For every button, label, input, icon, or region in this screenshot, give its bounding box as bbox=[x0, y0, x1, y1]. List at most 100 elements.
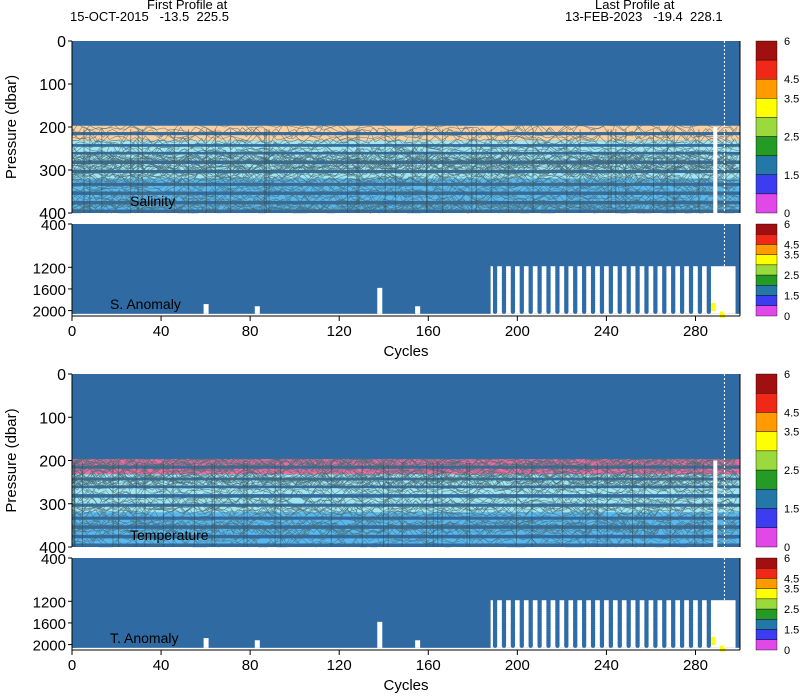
colorbar-cell bbox=[755, 136, 778, 156]
x-tick-label: 120 bbox=[327, 657, 352, 674]
color-band bbox=[72, 135, 740, 141]
anomaly-dot bbox=[528, 309, 533, 314]
color-band bbox=[72, 132, 740, 136]
y-tick-label: 1600 bbox=[33, 616, 66, 633]
colorbar-tick-label: 2.5 bbox=[784, 132, 799, 144]
no-data-notch bbox=[254, 306, 260, 314]
colorbar-tick-label: 3.5 bbox=[784, 93, 799, 105]
anomaly-dot bbox=[510, 309, 516, 314]
x-tick-label: 0 bbox=[68, 657, 76, 674]
x-tick-label: 280 bbox=[683, 323, 708, 340]
anomaly-dot bbox=[501, 643, 507, 648]
no-data-notch bbox=[203, 638, 209, 648]
anomaly-dot bbox=[599, 643, 605, 648]
contour-line bbox=[71, 465, 738, 480]
colorbar-cell bbox=[755, 527, 778, 548]
colorbar-tick-label: 6 bbox=[784, 553, 790, 565]
anomaly-dot bbox=[635, 643, 640, 648]
colorbar-0: 6 4.5 3.5 2.5 1.5 0 bbox=[755, 36, 799, 220]
x-tick-label: 160 bbox=[416, 323, 441, 340]
colorbar-cell bbox=[755, 117, 778, 137]
color-band bbox=[72, 194, 740, 201]
colorbar-tick-label: 3.5 bbox=[784, 427, 799, 439]
color-band bbox=[72, 534, 740, 539]
anomaly-dot bbox=[564, 643, 569, 648]
y-tick-label: 1200 bbox=[33, 594, 66, 611]
colorbar-tick-label: 2.5 bbox=[784, 604, 799, 616]
anomaly-dot bbox=[590, 643, 596, 648]
contour-line bbox=[71, 469, 740, 483]
contour-line bbox=[71, 464, 733, 477]
anomaly-dot bbox=[706, 309, 712, 314]
profile-step bbox=[72, 282, 77, 314]
colorbar-tick-label: 0 bbox=[784, 208, 790, 220]
colorbar-tick-label: 0 bbox=[784, 311, 790, 323]
contour-line bbox=[71, 199, 737, 214]
y-tick-label: 0 bbox=[57, 367, 66, 384]
colorbar-tick-label: 4.5 bbox=[784, 573, 799, 585]
no-data-notch bbox=[415, 640, 421, 648]
anomaly-dot bbox=[528, 643, 533, 648]
contour-line bbox=[71, 457, 736, 472]
contour-line bbox=[71, 124, 739, 138]
y-tick-label: 300 bbox=[39, 163, 66, 180]
contour-line bbox=[71, 517, 736, 531]
contour-line bbox=[71, 476, 733, 490]
contour-line bbox=[71, 511, 736, 525]
colorbar-cell bbox=[755, 274, 778, 286]
colorbar-cell bbox=[755, 264, 778, 276]
colorbar-cell bbox=[755, 578, 778, 589]
contour-line bbox=[71, 503, 734, 518]
first-profile-value: 15-OCT-2015 -13.5 225.5 bbox=[70, 9, 229, 24]
colorbar-cell bbox=[755, 469, 778, 490]
anomaly-dot bbox=[653, 643, 658, 648]
colorbar-cell bbox=[755, 295, 778, 306]
x-tick-label: 80 bbox=[242, 657, 259, 674]
anomaly-dot bbox=[510, 643, 516, 648]
y-tick-label: 400 bbox=[39, 540, 66, 557]
color-band bbox=[72, 538, 740, 544]
colorbar-cell bbox=[755, 489, 778, 509]
no-data-notch bbox=[254, 640, 260, 648]
y-tick-label: 200 bbox=[39, 120, 66, 137]
colorbar-cell bbox=[755, 588, 778, 600]
contour-line bbox=[71, 189, 740, 204]
colorbar-tick-label: 0 bbox=[784, 645, 790, 657]
x-tick-label: 80 bbox=[242, 323, 259, 340]
contour-line bbox=[71, 176, 738, 190]
color-band bbox=[72, 146, 740, 152]
contour-line bbox=[71, 178, 740, 192]
contour-line bbox=[71, 138, 741, 153]
contour-line bbox=[71, 124, 738, 139]
colorbar-cell bbox=[755, 174, 778, 195]
anomaly-dot bbox=[617, 309, 622, 314]
anomaly-dot bbox=[671, 309, 676, 314]
anomaly-dot bbox=[581, 643, 587, 648]
colorbar-tick-label: 6 bbox=[784, 219, 790, 231]
panel-label: T. Anomaly bbox=[110, 630, 178, 646]
contour-line bbox=[71, 151, 739, 165]
contour-line bbox=[71, 174, 737, 189]
color-band bbox=[72, 516, 740, 520]
no-data-floor bbox=[72, 647, 740, 650]
colorbar-tick-label: 1.5 bbox=[784, 625, 799, 637]
anomaly-dot bbox=[581, 309, 587, 314]
color-band bbox=[72, 468, 740, 475]
colorbar-tick-label: 0 bbox=[784, 542, 790, 554]
contour-line bbox=[71, 124, 735, 134]
colorbar-1: 6 4.53.5 2.5 1.5 0 bbox=[755, 219, 799, 323]
colorbar-cell bbox=[755, 234, 778, 245]
y-axis-label: Pressure (dbar) bbox=[3, 75, 20, 179]
x-tick-label: 160 bbox=[416, 657, 441, 674]
anomaly-dot bbox=[644, 309, 649, 314]
colorbar-cell bbox=[755, 373, 778, 394]
anomaly-dot bbox=[679, 643, 685, 648]
colorbar-cell bbox=[755, 431, 778, 452]
contour-line bbox=[71, 488, 737, 502]
no-data-notch bbox=[415, 306, 421, 314]
contour-line bbox=[71, 457, 737, 468]
colorbar-tick-label: 6 bbox=[784, 36, 790, 48]
anomaly-dot bbox=[662, 309, 667, 314]
colorbar-tick-label: 1.5 bbox=[784, 504, 799, 516]
